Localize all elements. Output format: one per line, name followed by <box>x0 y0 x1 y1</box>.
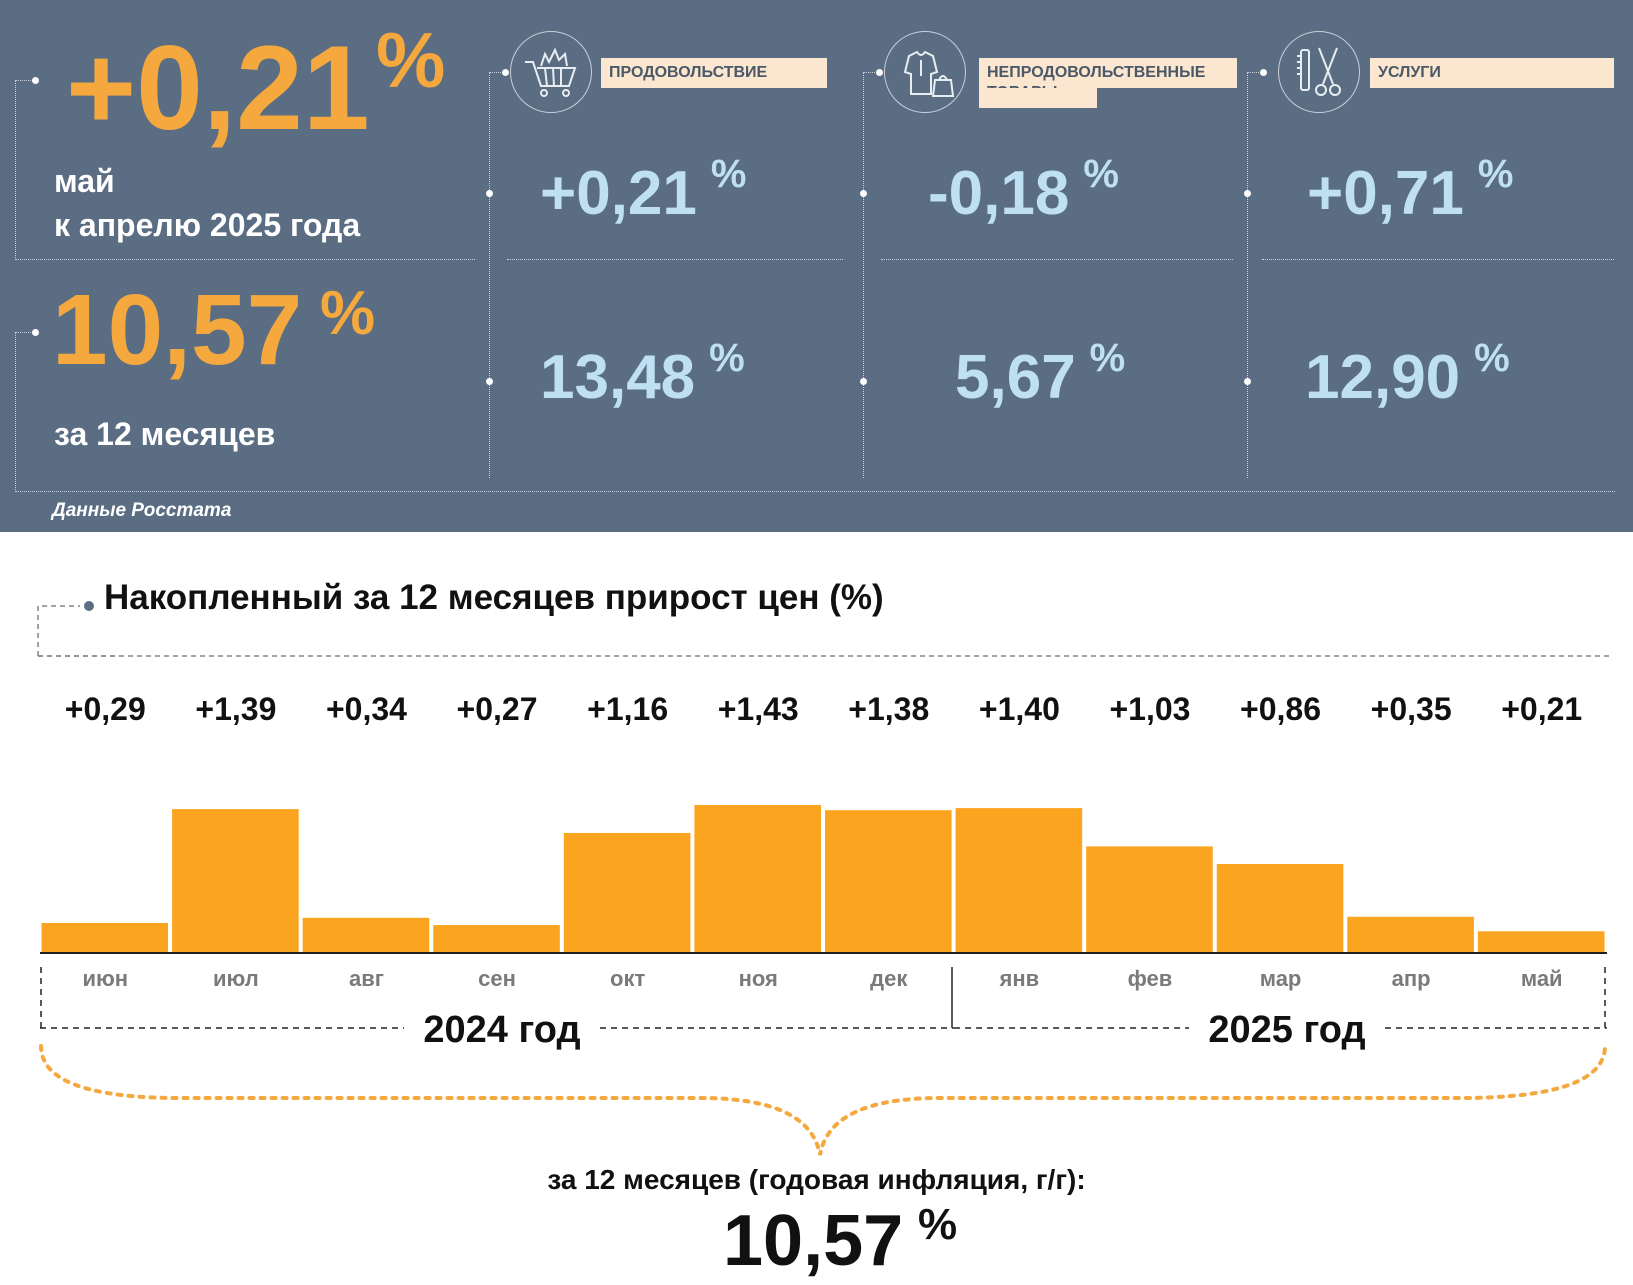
divider-line <box>507 259 843 260</box>
divider-line <box>15 259 475 260</box>
value-label-июл: +1,39 <box>195 691 276 727</box>
category-label-nonfood-bg <box>979 88 1097 108</box>
monthly-period-sublabel: к апрелю 2025 года <box>54 207 361 243</box>
month-label-дек: дек <box>870 966 908 991</box>
scissors-comb-icon <box>1278 31 1360 113</box>
column-divider <box>489 72 490 478</box>
annual-inflation-value: 10,57 <box>723 1201 904 1281</box>
month-label-май: май <box>1521 966 1563 991</box>
food-annual-value: 13,48% <box>540 336 745 412</box>
monthly-period-label: май <box>54 163 115 199</box>
value-label-дек: +1,38 <box>848 691 929 727</box>
month-label-сен: сен <box>478 966 516 991</box>
services-annual-value: 12,90% <box>1305 336 1510 412</box>
monthly-total-unit: % <box>376 16 446 104</box>
month-label-окт: окт <box>610 966 645 991</box>
category-label-services: УСЛУГИ <box>1370 58 1614 88</box>
bottom-divider-line <box>15 491 1615 492</box>
month-label-июл: июл <box>213 966 259 991</box>
title-connector <box>37 601 120 657</box>
value-label-апр: +0,35 <box>1371 691 1452 727</box>
bar-апр <box>1347 916 1474 953</box>
connector-dot <box>876 69 883 76</box>
connector-line <box>15 80 35 81</box>
connector-line <box>1247 72 1263 73</box>
divider-line <box>1262 259 1614 260</box>
clothing-bag-icon <box>884 31 966 113</box>
connector-line <box>15 80 16 260</box>
connector-dot <box>860 190 867 197</box>
shopping-cart-icon <box>510 31 592 113</box>
bar-сен <box>433 925 560 953</box>
food-monthly-value: +0,21% <box>540 152 747 228</box>
bar-авг <box>302 917 430 953</box>
value-label-сен: +0,27 <box>457 691 538 727</box>
connector-dot <box>32 77 39 84</box>
source-note: Данные Росстата <box>52 500 232 521</box>
connector-dot <box>1244 190 1251 197</box>
nonfood-monthly-value: -0,18% <box>928 152 1119 228</box>
services-monthly-value: +0,71% <box>1307 152 1514 228</box>
monthly-inflation-bar-chart: +0,29 +1,39 +0,34 +0,27 +1,16 +1,43 +1,38 +1,40… <box>39 691 1607 1156</box>
bar-май <box>1477 931 1605 953</box>
bar-июн <box>41 922 169 953</box>
month-label-фев: фев <box>1128 966 1173 991</box>
bar-ноя <box>694 805 821 953</box>
divider-line <box>881 259 1233 260</box>
monthly-total-value: +0,21 <box>66 21 370 155</box>
month-label-авг: авг <box>349 966 384 991</box>
annual-inflation-unit: % <box>918 1200 958 1249</box>
column-divider <box>863 72 864 478</box>
value-label-июн: +0,29 <box>65 691 146 727</box>
value-label-ноя: +1,43 <box>718 691 799 727</box>
connector-dot <box>860 378 867 385</box>
annual-total-value: 10,57 <box>52 274 303 386</box>
bar-дек <box>825 810 952 953</box>
connector-dot <box>486 190 493 197</box>
annual-caption: за 12 месяцев (годовая инфляция, г/г): <box>547 1164 1086 1195</box>
value-label-фев: +1,03 <box>1109 691 1190 727</box>
bar-янв <box>955 808 1083 953</box>
value-label-май: +0,21 <box>1501 691 1582 727</box>
value-label-авг: +0,34 <box>326 691 407 727</box>
value-label-янв: +1,40 <box>979 691 1060 727</box>
month-label-ноя: ноя <box>739 966 778 991</box>
nonfood-annual-value: 5,67% <box>955 336 1126 412</box>
month-label-апр: апр <box>1392 966 1431 991</box>
bar-июл <box>172 809 299 953</box>
year-group-label: 2024 год <box>423 1009 580 1051</box>
category-label-food: ПРОДОВОЛЬСТВИЕ <box>601 58 827 88</box>
month-label-июн: июн <box>82 966 128 991</box>
connector-line <box>15 332 16 492</box>
bar-мар <box>1216 863 1344 953</box>
bar-фев <box>1086 846 1213 953</box>
connector-line <box>15 332 35 333</box>
connector-dot <box>486 378 493 385</box>
annual-total-unit: % <box>320 279 376 348</box>
year-group-label: 2025 год <box>1208 1009 1365 1051</box>
connector-dot <box>1244 378 1251 385</box>
month-label-янв: янв <box>999 966 1040 991</box>
title-underline <box>38 655 1610 657</box>
summary-panel: +0,21 % май к апрелю 2025 года 10,57 % з… <box>0 0 1633 532</box>
value-label-окт: +1,16 <box>587 691 668 727</box>
connector-dot <box>32 329 39 336</box>
annual-period-label: за 12 месяцев <box>54 416 276 452</box>
connector-line <box>489 72 505 73</box>
connector-dot <box>1260 69 1267 76</box>
connector-line <box>863 72 879 73</box>
annual-brace <box>39 1044 1607 1156</box>
bar-окт <box>563 832 691 953</box>
value-label-мар: +0,86 <box>1240 691 1321 727</box>
column-divider <box>1247 72 1248 478</box>
month-label-мар: мар <box>1260 966 1302 991</box>
chart-title: Накопленный за 12 месяцев прирост цен (%… <box>104 578 884 617</box>
connector-dot <box>502 69 509 76</box>
category-label-nonfood: НЕПРОДОВОЛЬСТВЕННЫЕ ТОВАРЫ <box>979 58 1237 101</box>
